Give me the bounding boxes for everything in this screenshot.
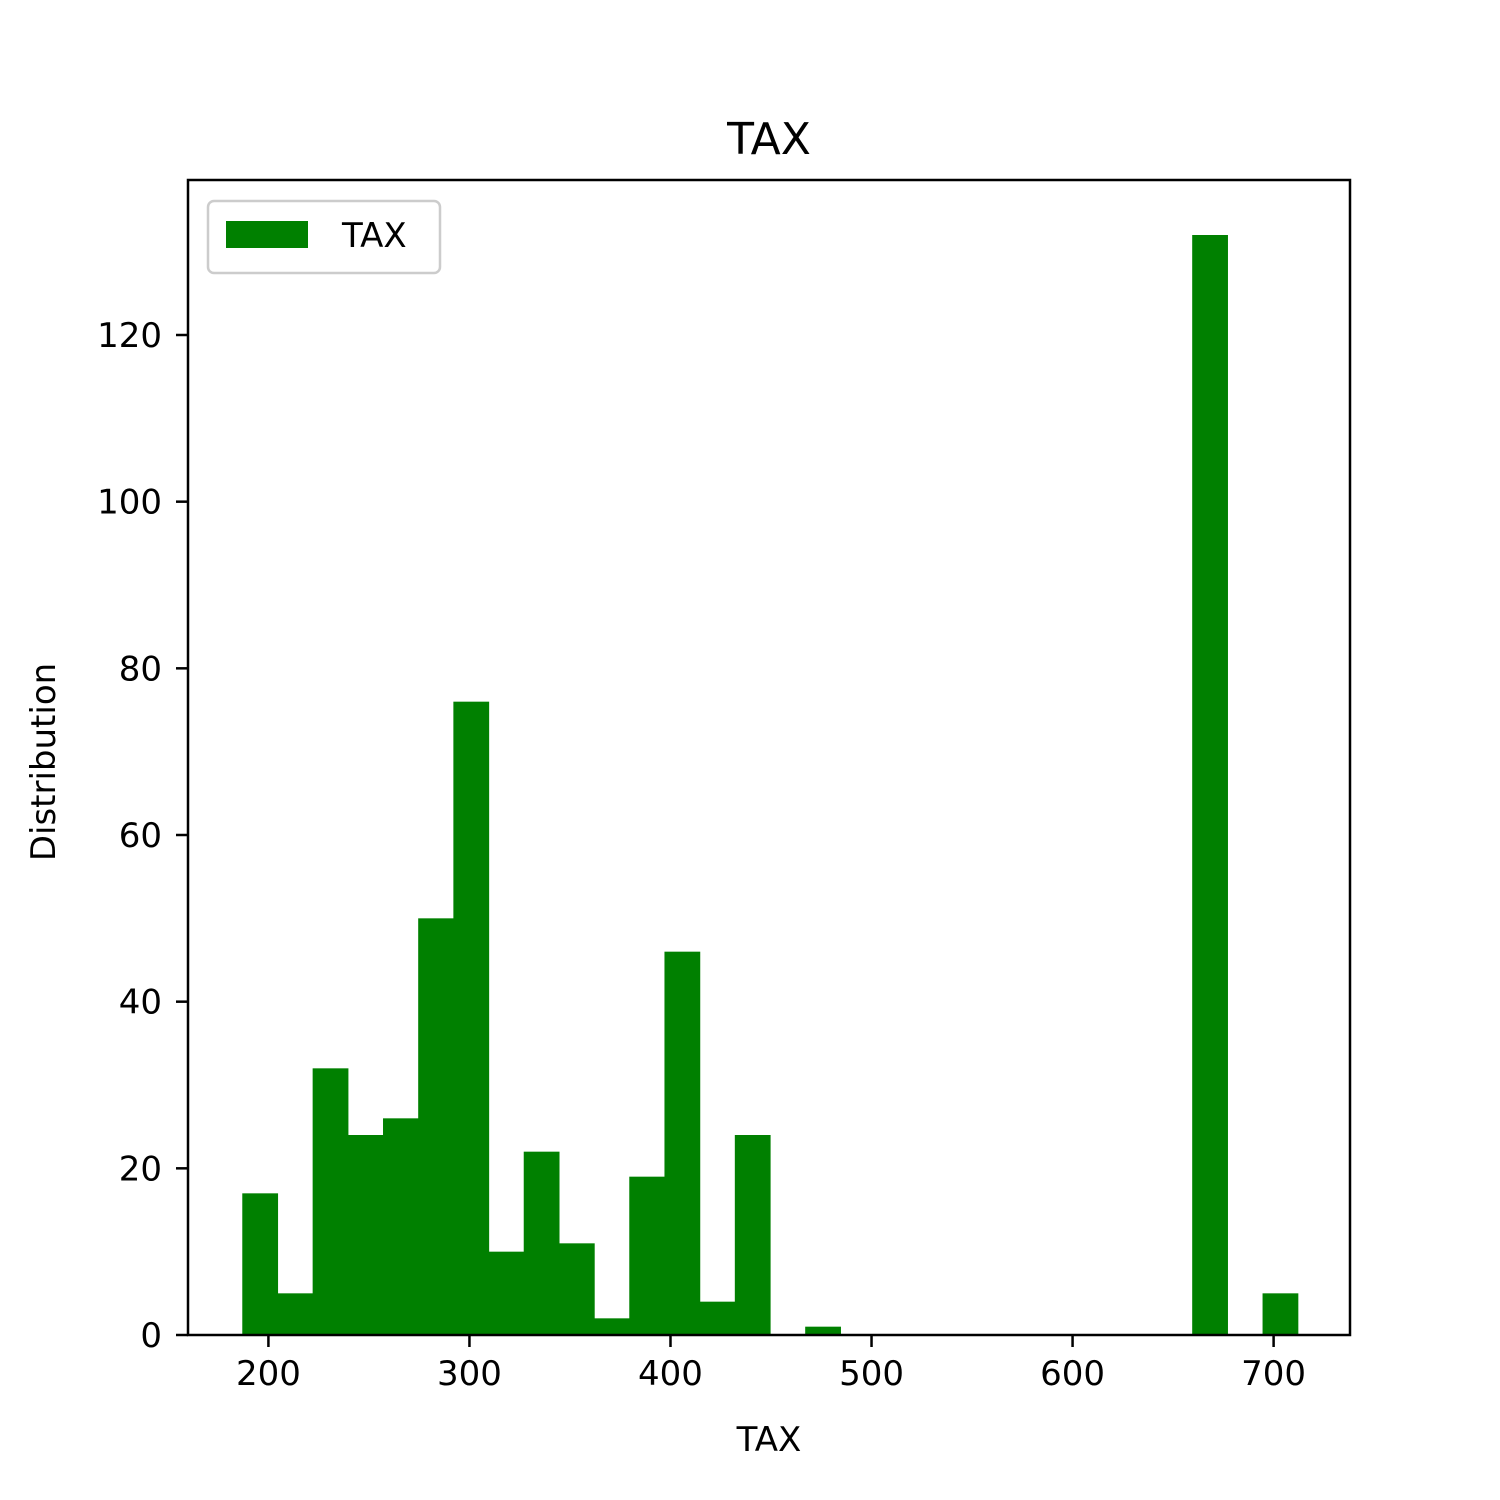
histogram-bar — [594, 1318, 630, 1335]
histogram-bar — [629, 1176, 666, 1335]
y-tick-label: 20 — [119, 1149, 162, 1189]
histogram-bar — [1192, 235, 1228, 1335]
x-tick-label: 400 — [638, 1354, 703, 1394]
histogram-bar — [734, 1135, 771, 1335]
histogram-bar — [383, 1118, 419, 1335]
y-axis-label: Distribution — [24, 663, 64, 861]
x-tick-label: 500 — [839, 1354, 904, 1394]
chart-title: TAX — [726, 114, 811, 165]
x-tick-label: 200 — [236, 1354, 301, 1394]
histogram-bar — [277, 1293, 314, 1335]
legend-label: TAX — [341, 216, 407, 256]
x-tick-label: 700 — [1241, 1354, 1306, 1394]
y-tick-label: 100 — [97, 483, 162, 523]
y-tick-label: 40 — [119, 983, 162, 1023]
axes-frame — [186, 178, 1352, 1337]
histogram-bar — [558, 1243, 595, 1335]
x-axis-label: TAX — [736, 1420, 802, 1460]
x-tick-label: 600 — [1040, 1354, 1105, 1394]
histogram-bar — [453, 701, 490, 1335]
x-axis-ticks: 200 300 400 500 600 700 — [236, 1335, 1306, 1394]
y-axis-ticks: 0 20 40 60 80 100 120 — [97, 316, 188, 1356]
y-tick-label: 0 — [140, 1316, 162, 1356]
legend: TAX — [206, 199, 442, 275]
legend-box — [206, 199, 442, 275]
histogram-bar — [664, 951, 701, 1335]
histogram-bar — [523, 1151, 560, 1335]
histogram-bar — [488, 1251, 525, 1335]
histogram-bar — [805, 1326, 841, 1335]
legend-swatch — [226, 221, 308, 248]
y-tick-label: 60 — [119, 816, 162, 856]
y-tick-label: 80 — [119, 649, 162, 689]
histogram-bar — [418, 918, 454, 1335]
histogram-bar — [347, 1135, 384, 1335]
y-tick-label: 120 — [97, 316, 162, 356]
histogram-bar — [699, 1301, 736, 1335]
histogram-bar — [242, 1193, 279, 1335]
x-tick-label: 300 — [437, 1354, 502, 1394]
bars-group — [242, 235, 1299, 1335]
histogram-bar — [312, 1068, 349, 1335]
histogram-bar — [1262, 1293, 1299, 1335]
